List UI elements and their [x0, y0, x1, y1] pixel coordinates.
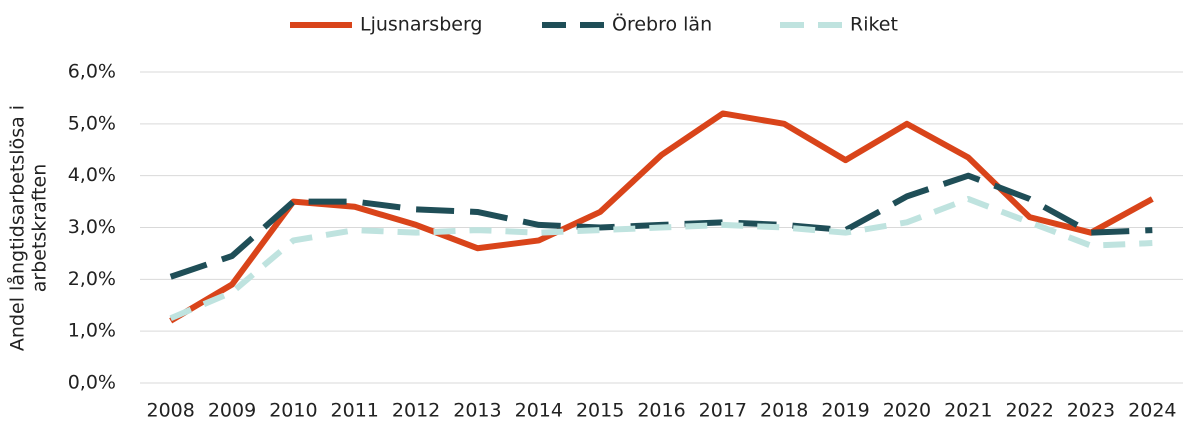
x-tick-label: 2008	[146, 400, 194, 422]
x-tick-label: 2012	[392, 400, 440, 422]
x-tick-label: 2013	[453, 400, 501, 422]
x-tick-label: 2022	[1005, 400, 1053, 422]
legend-label: Ljusnarsberg	[360, 14, 483, 36]
x-tick-label: 2015	[576, 400, 624, 422]
x-tick-label: 2010	[269, 400, 317, 422]
y-tick-label: 5,0%	[68, 112, 116, 134]
y-axis-label: arbetskraften	[29, 164, 51, 293]
legend-label: Riket	[850, 14, 898, 36]
x-tick-label: 2016	[637, 400, 685, 422]
x-tick-label: 2018	[760, 400, 808, 422]
legend-label: Örebro län	[612, 13, 712, 36]
x-tick-label: 2023	[1067, 400, 1115, 422]
x-tick-label: 2020	[883, 400, 931, 422]
x-tick-label: 2011	[331, 400, 379, 422]
y-tick-label: 1,0%	[68, 320, 116, 342]
x-tick-label: 2019	[821, 400, 869, 422]
y-tick-label: 3,0%	[68, 216, 116, 238]
x-tick-label: 2017	[699, 400, 747, 422]
x-tick-label: 2021	[944, 400, 992, 422]
line-series	[169, 195, 1153, 321]
y-tick-label: 0,0%	[68, 372, 116, 394]
y-axis-label: Andel långtidsarbetslösa i	[6, 105, 29, 351]
x-tick-label: 2009	[208, 400, 256, 422]
x-tick-label: 2014	[515, 400, 563, 422]
y-tick-label: 4,0%	[68, 164, 116, 186]
y-tick-label: 6,0%	[68, 61, 116, 83]
y-tick-label: 2,0%	[68, 268, 116, 290]
x-tick-label: 2024	[1128, 400, 1176, 422]
line-series	[169, 110, 1154, 324]
